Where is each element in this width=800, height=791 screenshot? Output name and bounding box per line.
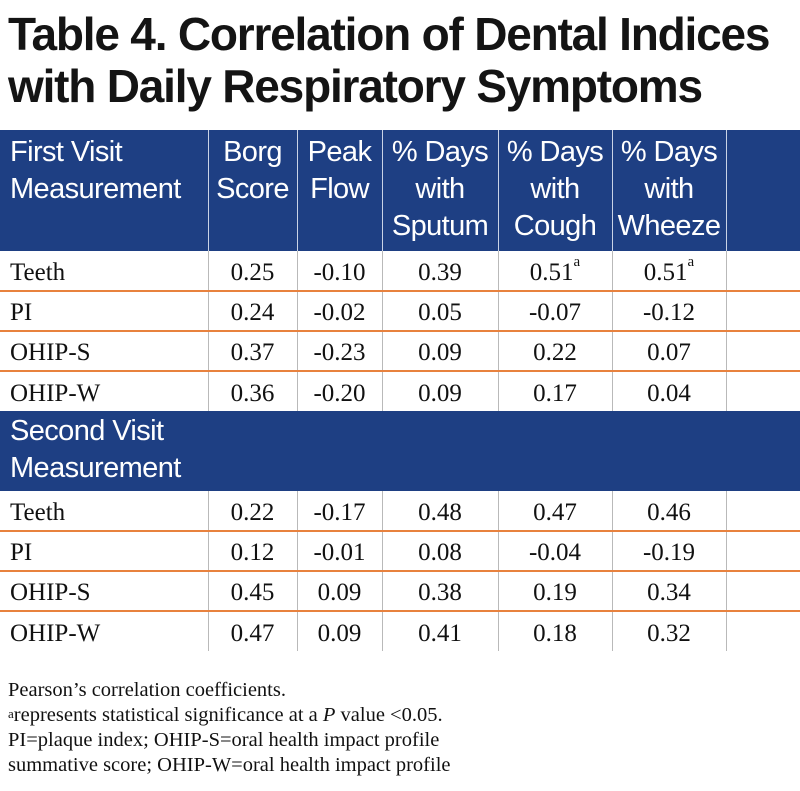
cell-cough: 0.51a (498, 251, 613, 292)
cell-cough: 0.17 (498, 371, 613, 411)
cell-peak-flow: 0.09 (297, 611, 383, 651)
significance-marker: a (573, 253, 581, 270)
footnote-significance: arepresents statistical significance at … (8, 704, 443, 726)
footnote-pearson: Pearson’s correlation coefficients. (8, 679, 286, 701)
cell-borg: 0.45 (208, 571, 298, 612)
cell-sputum: 0.39 (382, 251, 499, 292)
cell-borg: 0.36 (208, 371, 298, 411)
header-days-sputum: % Days with Sputum (382, 130, 499, 251)
header-days-cough: % Days with Cough (498, 130, 613, 251)
cell-wheeze: 0.04 (612, 371, 727, 411)
cell-wheeze: 0.34 (612, 571, 727, 612)
title-line-1: Table 4. Correlation of Dental Indices (8, 8, 770, 60)
cell-cough: -0.04 (498, 531, 613, 572)
cell-sputum: 0.09 (382, 331, 499, 372)
correlation-table: First Visit Measurement Borg Score Peak … (0, 130, 800, 651)
row-label: Teeth (0, 251, 209, 292)
cell-cough: 0.18 (498, 611, 613, 651)
cell-sputum: 0.41 (382, 611, 499, 651)
row-label: OHIP-S (0, 571, 209, 612)
cell-cough: 0.22 (498, 331, 613, 372)
table-title: Table 4. Correlation of Dental Indices w… (8, 8, 798, 112)
cell-cough: 0.47 (498, 491, 613, 532)
footnote-abbreviations-1: PI=plaque index; OHIP-S=oral health impa… (8, 729, 440, 751)
cell-peak-flow: -0.23 (297, 331, 383, 372)
header-first-visit-measurement: First Visit Measurement (0, 130, 209, 251)
cell-borg: 0.37 (208, 331, 298, 372)
row-label: PI (0, 531, 209, 572)
row-label: PI (0, 291, 209, 332)
header-peak-flow: Peak Flow (297, 130, 383, 251)
cell-sputum: 0.09 (382, 371, 499, 411)
cell-wheeze: 0.07 (612, 331, 727, 372)
table-row: OHIP-S 0.45 0.09 0.38 0.19 0.34 (0, 571, 800, 612)
table-row: Teeth 0.22 -0.17 0.48 0.47 0.46 (0, 491, 800, 532)
cell-cough: 0.19 (498, 571, 613, 612)
header-days-wheeze: % Days with Wheeze (612, 130, 727, 251)
row-label: OHIP-W (0, 371, 209, 411)
header-row: First Visit Measurement Borg Score Peak … (0, 130, 800, 251)
table-row: OHIP-S 0.37 -0.23 0.09 0.22 0.07 (0, 331, 800, 372)
cell-borg: 0.12 (208, 531, 298, 572)
cell-wheeze: 0.32 (612, 611, 727, 651)
cell-sputum: 0.48 (382, 491, 499, 532)
cell-borg: 0.24 (208, 291, 298, 332)
row-label: OHIP-W (0, 611, 209, 651)
cell-peak-flow: -0.17 (297, 491, 383, 532)
footnote-abbreviations-2: summative score; OHIP-W=oral health impa… (8, 754, 451, 776)
table-footnotes: Pearson’s correlation coefficients. arep… (8, 678, 798, 778)
title-line-2: with Daily Respiratory Symptoms (8, 60, 703, 112)
table-row: PI 0.24 -0.02 0.05 -0.07 -0.12 (0, 291, 800, 332)
cell-wheeze: 0.46 (612, 491, 727, 532)
cell-sputum: 0.38 (382, 571, 499, 612)
row-label: Teeth (0, 491, 209, 532)
table-row: PI 0.12 -0.01 0.08 -0.04 -0.19 (0, 531, 800, 572)
header-spacer (726, 130, 800, 251)
cell-sputum: 0.05 (382, 291, 499, 332)
cell-borg: 0.47 (208, 611, 298, 651)
header-borg-score: Borg Score (208, 130, 298, 251)
cell-peak-flow: -0.01 (297, 531, 383, 572)
cell-peak-flow: -0.02 (297, 291, 383, 332)
cell-sputum: 0.08 (382, 531, 499, 572)
cell-peak-flow: -0.20 (297, 371, 383, 411)
significance-marker: a (687, 253, 695, 270)
cell-wheeze: -0.12 (612, 291, 727, 332)
section-heading-second-visit: Second Visit Measurement (0, 411, 800, 491)
cell-cough: -0.07 (498, 291, 613, 332)
table-row: Teeth 0.25 -0.10 0.39 0.51a 0.51a (0, 251, 800, 292)
cell-borg: 0.25 (208, 251, 298, 292)
table-row: OHIP-W 0.47 0.09 0.41 0.18 0.32 (0, 611, 800, 651)
cell-wheeze: -0.19 (612, 531, 727, 572)
row-label: OHIP-S (0, 331, 209, 372)
table-row: OHIP-W 0.36 -0.20 0.09 0.17 0.04 (0, 371, 800, 411)
cell-borg: 0.22 (208, 491, 298, 532)
cell-wheeze: 0.51a (612, 251, 727, 292)
cell-peak-flow: 0.09 (297, 571, 383, 612)
cell-peak-flow: -0.10 (297, 251, 383, 292)
